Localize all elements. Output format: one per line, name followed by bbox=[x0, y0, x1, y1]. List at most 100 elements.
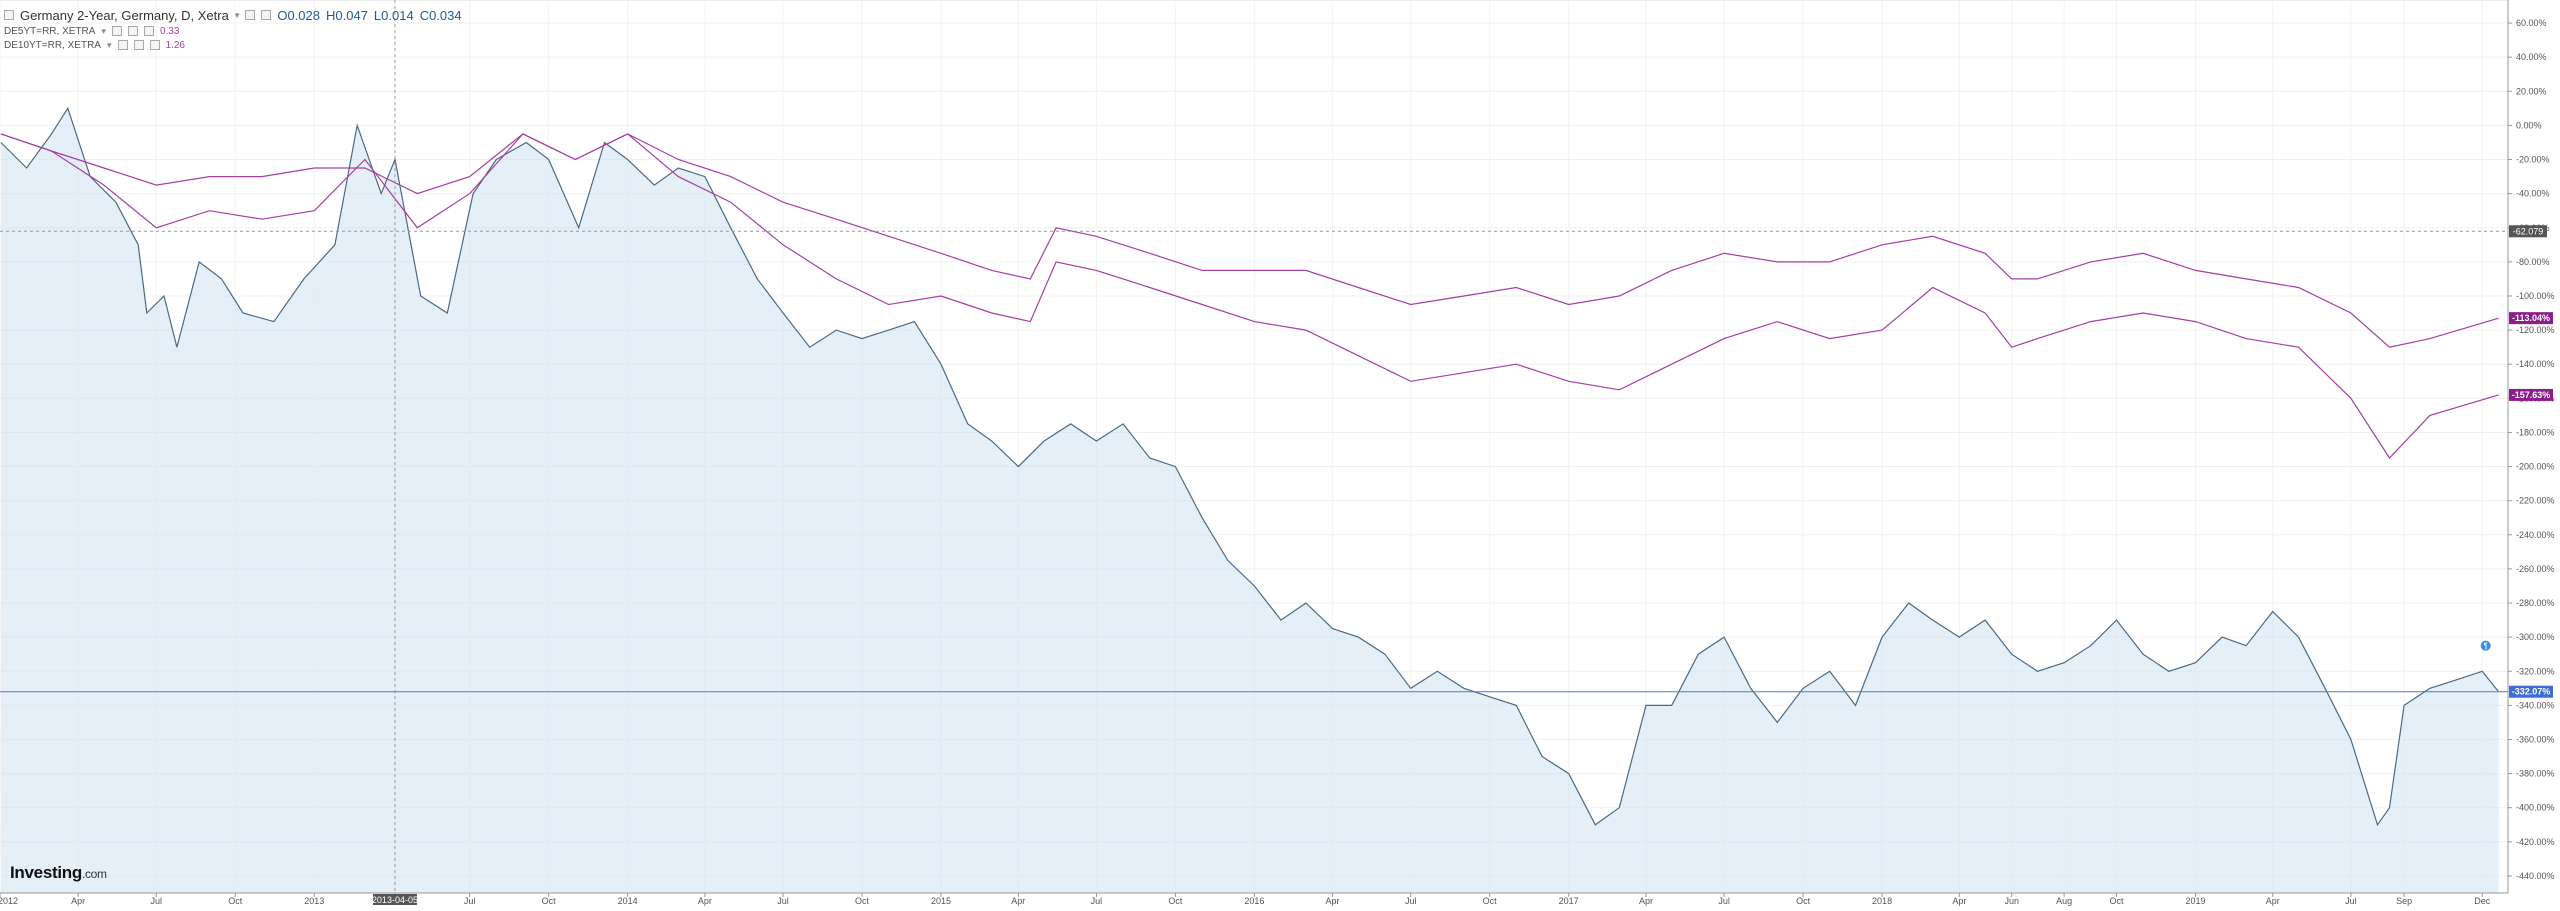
last-value-badge bbox=[2509, 388, 2553, 401]
x-tick-label: Oct bbox=[542, 896, 557, 906]
event-marker-glyph: ¶ bbox=[2484, 642, 2488, 651]
y-tick-label: -140.00% bbox=[2516, 359, 2555, 369]
x-tick-label: 2012 bbox=[0, 896, 18, 906]
x-tick-label: Jul bbox=[1718, 896, 1730, 906]
x-tick-label: Apr bbox=[1639, 896, 1653, 906]
x-tick-label: 2013 bbox=[304, 896, 324, 906]
y-tick-label: -400.00% bbox=[2516, 803, 2555, 813]
y-tick-label: 0.00% bbox=[2516, 120, 2542, 130]
reference-lines bbox=[0, 0, 2508, 893]
y-tick-label: -260.00% bbox=[2516, 564, 2555, 574]
y-tick-label: -240.00% bbox=[2516, 530, 2555, 540]
visibility-icon[interactable] bbox=[117, 40, 128, 50]
y-tick-label: -340.00% bbox=[2516, 700, 2555, 710]
x-tick-label: Jul bbox=[1405, 896, 1417, 906]
y-tick-label: -100.00% bbox=[2516, 291, 2555, 301]
settings-icon[interactable] bbox=[127, 26, 138, 36]
x-tick-label: 2016 bbox=[1244, 896, 1264, 906]
x-tick-label: Jul bbox=[151, 896, 163, 906]
legend-main-row: Germany 2-Year, Germany, D, Xetra ▾ O0.0… bbox=[4, 6, 462, 24]
x-tick-label: Jul bbox=[1091, 896, 1103, 906]
settings-icon[interactable] bbox=[133, 40, 144, 50]
event-marker-icon bbox=[2480, 640, 2491, 651]
last-value-badge bbox=[2509, 685, 2553, 698]
close-icon[interactable] bbox=[143, 26, 154, 36]
legend-de10y-value: 1.26 bbox=[165, 39, 185, 51]
series-de10y-line bbox=[0, 133, 2499, 348]
x-tick-label: Jul bbox=[464, 896, 476, 906]
crosshair-value-badge bbox=[2509, 225, 2547, 238]
x-tick-label: Oct bbox=[2109, 896, 2124, 906]
x-tick-label: Sep bbox=[2396, 896, 2412, 906]
x-tick-label: 2019 bbox=[2185, 896, 2205, 906]
crosshair-value-label: -62.079 bbox=[2513, 226, 2544, 236]
x-axis: 2012 Apr Jul Oct 2013 2013-04-05 Jul Oct 2014 Apr… bbox=[0, 892, 2508, 906]
close-icon[interactable] bbox=[261, 10, 272, 20]
series-de5y-line bbox=[0, 133, 2499, 459]
x-tick-label: 2018 bbox=[1872, 896, 1892, 906]
x-tick-label: Oct bbox=[228, 896, 243, 906]
x-tick-label: Oct bbox=[1168, 896, 1183, 906]
y-tick-label: -360.00% bbox=[2516, 734, 2555, 744]
y-tick-label: -20.00% bbox=[2516, 155, 2550, 165]
settings-icon[interactable] bbox=[245, 10, 256, 20]
y-tick-label: -80.00% bbox=[2516, 257, 2550, 267]
x-tick-label: Apr bbox=[1011, 896, 1025, 906]
legend-row-de10y: DE10YT=RR, XETRA ▾ 1.26 bbox=[4, 38, 462, 52]
x-tick-label: Jul bbox=[777, 896, 789, 906]
brand-suffix: .com bbox=[81, 867, 107, 881]
x-tick-label: Apr bbox=[698, 896, 712, 906]
y-axis: 60.00%40.00%20.00%0.00%-20.00%-40.00%-60… bbox=[2507, 0, 2555, 893]
last-value-label: -332.07% bbox=[2512, 687, 2551, 697]
legend-row-de5y: DE5YT=RR, XETRA ▾ 0.33 bbox=[4, 24, 462, 38]
close-icon[interactable] bbox=[149, 40, 160, 50]
x-tick-label: Apr bbox=[71, 896, 85, 906]
y-tick-label: -380.00% bbox=[2516, 769, 2555, 779]
crosshair-date-label: 2013-04-05 bbox=[372, 895, 418, 905]
x-tick-label: 2017 bbox=[1559, 896, 1579, 906]
x-tick-label: 2015 bbox=[931, 896, 951, 906]
series-layer bbox=[0, 106, 2500, 894]
last-value-label: -113.04% bbox=[2512, 313, 2550, 323]
x-tick-label: Oct bbox=[855, 896, 870, 906]
ohlc-high: H0.047 bbox=[326, 7, 368, 23]
x-tick-label: Jun bbox=[2004, 896, 2019, 906]
investing-logo: Investing.com bbox=[10, 863, 107, 883]
y-tick-label: 60.00% bbox=[2516, 18, 2547, 28]
legend-title: Germany 2-Year, Germany, D, Xetra bbox=[20, 7, 229, 23]
y-tick-label: -180.00% bbox=[2516, 427, 2555, 437]
y-tick-label: -440.00% bbox=[2516, 871, 2555, 881]
last-value-label: -157.63% bbox=[2512, 390, 2551, 400]
y-tick-label: -220.00% bbox=[2516, 496, 2555, 506]
x-tick-label: Apr bbox=[1952, 896, 1966, 906]
legend-de5y-value: 0.33 bbox=[159, 25, 180, 37]
last-value-badge bbox=[2509, 312, 2553, 325]
crosshair-date-badge bbox=[372, 894, 417, 905]
brand-name: Investing bbox=[10, 863, 82, 882]
collapse-toggle-icon[interactable] bbox=[4, 10, 14, 20]
ohlc-close: C0.034 bbox=[419, 7, 462, 23]
x-tick-label: Oct bbox=[1796, 896, 1811, 906]
x-tick-label: Jul bbox=[2345, 896, 2357, 906]
x-tick-label: Aug bbox=[2056, 896, 2072, 906]
y-tick-label: -300.00% bbox=[2516, 632, 2555, 642]
chevron-down-icon[interactable]: ▾ bbox=[106, 39, 112, 50]
ohlc-low: L0.014 bbox=[373, 7, 414, 23]
y-tick-label: -320.00% bbox=[2516, 666, 2555, 676]
chevron-down-icon[interactable]: ▾ bbox=[234, 9, 240, 20]
x-tick-label: Apr bbox=[1326, 896, 1340, 906]
chevron-down-icon[interactable]: ▾ bbox=[101, 25, 106, 36]
ohlc-open: O0.028 bbox=[277, 7, 320, 23]
y-tick-label: -420.00% bbox=[2516, 837, 2555, 847]
x-tick-label: Oct bbox=[1483, 896, 1498, 906]
legend-de5y-label: DE5YT=RR, XETRA bbox=[4, 25, 96, 37]
legend-de10y-label: DE10YT=RR, XETRA bbox=[4, 39, 101, 51]
y-tick-label: -280.00% bbox=[2516, 598, 2555, 608]
y-tick-label: -120.00% bbox=[2516, 325, 2555, 335]
visibility-icon[interactable] bbox=[111, 26, 122, 36]
x-tick-label: Dec bbox=[2474, 896, 2491, 906]
x-tick-label: Apr bbox=[2266, 896, 2280, 906]
x-tick-label: 2014 bbox=[618, 896, 638, 906]
last-value-labels: -62.079 -332.07% -157.63% -113.04% ¶ bbox=[2480, 225, 2553, 698]
